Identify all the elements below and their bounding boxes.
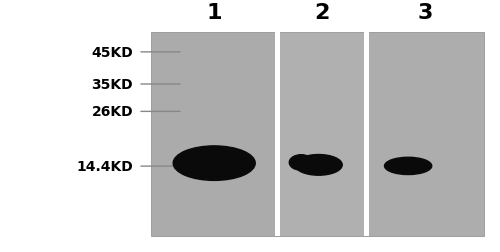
Text: 35KD: 35KD bbox=[92, 78, 133, 92]
Bar bbox=[367, 33, 484, 236]
Bar bbox=[150, 33, 278, 236]
Ellipse shape bbox=[290, 155, 313, 171]
Text: 45KD: 45KD bbox=[92, 46, 133, 60]
Ellipse shape bbox=[295, 155, 342, 176]
Text: 2: 2 bbox=[314, 3, 330, 23]
Text: 14.4KD: 14.4KD bbox=[76, 160, 133, 173]
Text: 3: 3 bbox=[418, 3, 433, 23]
Bar bbox=[278, 33, 367, 236]
Text: 1: 1 bbox=[206, 3, 222, 23]
Bar bbox=[275, 33, 280, 236]
Text: 26KD: 26KD bbox=[92, 105, 133, 119]
Ellipse shape bbox=[173, 146, 255, 181]
Bar bbox=[364, 33, 370, 236]
Ellipse shape bbox=[384, 158, 432, 175]
